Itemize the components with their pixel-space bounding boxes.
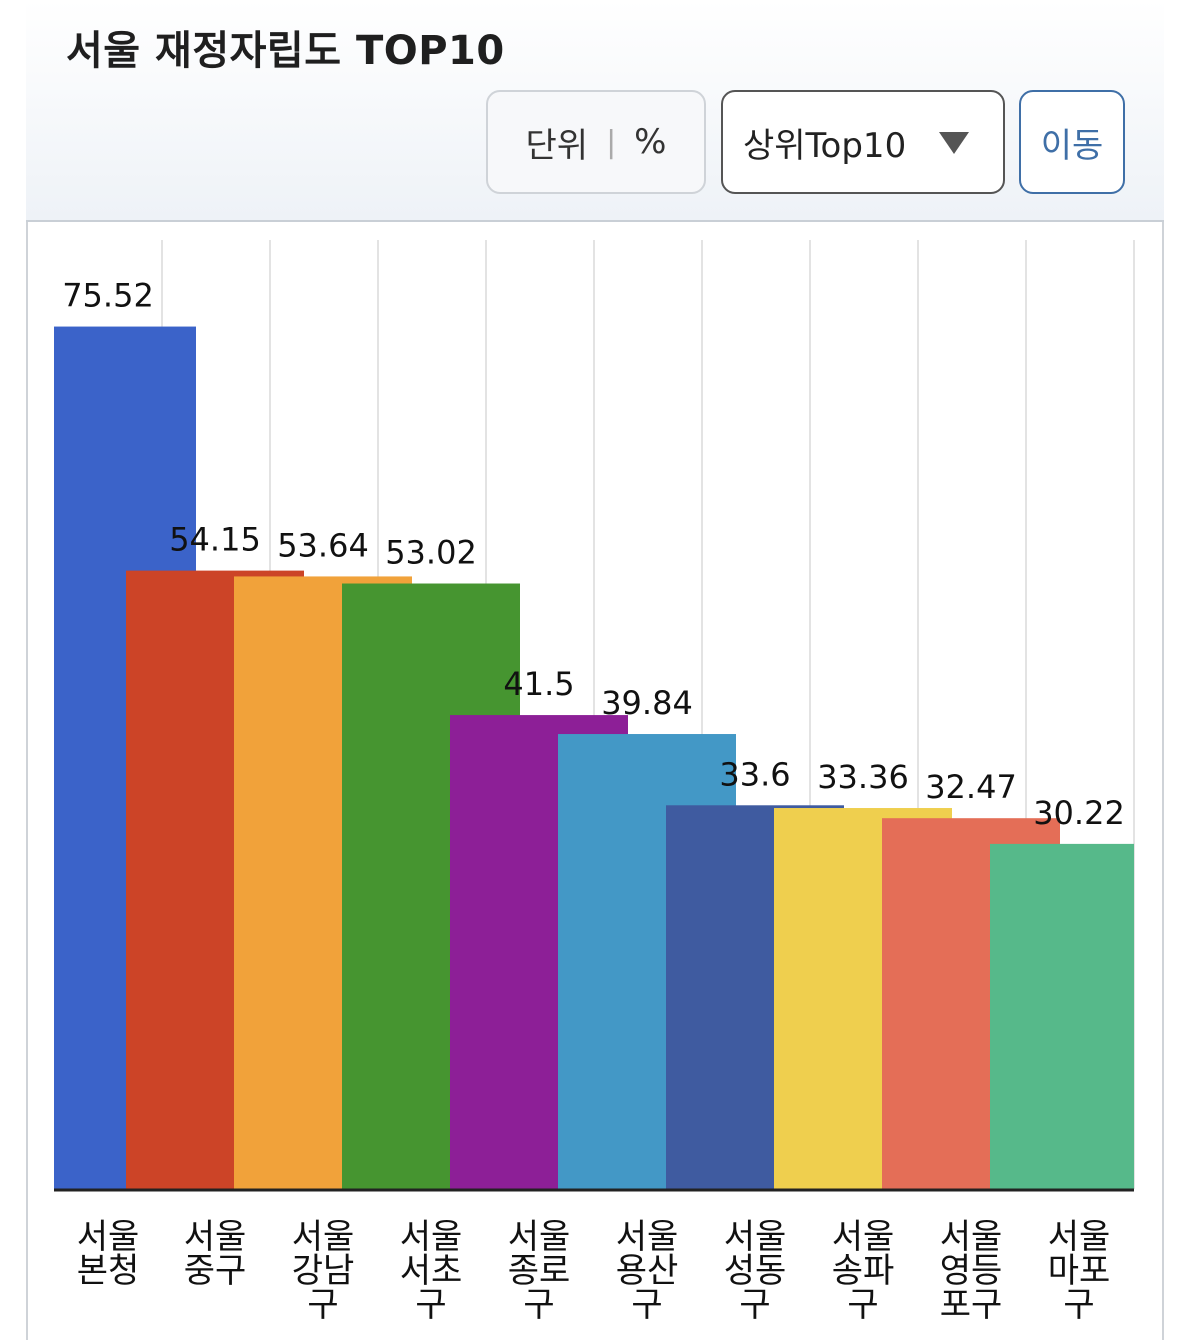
data-label: 33.36 [817,758,909,796]
unit-indicator: 단위 | % [486,90,706,194]
ranking-select[interactable]: 상위Top10 [721,90,1005,194]
category-label: 구 [307,1285,338,1325]
category-label: 서초 [400,1251,463,1291]
page-title: 서울 재정자립도 TOP10 [66,28,505,74]
ranking-select-value: 상위Top10 [743,125,907,166]
data-label: 30.22 [1033,794,1125,832]
category-label: 중구 [184,1251,247,1291]
category-label: 서울 [77,1217,140,1257]
bar[interactable] [990,843,1134,1189]
category-label: 본청 [77,1251,140,1291]
category-label: 구 [1063,1285,1094,1325]
category-label: 구 [415,1285,446,1325]
category-label: 구 [631,1285,662,1325]
category-label: 서울 [292,1217,355,1257]
category-label: 서울 [508,1217,571,1257]
data-label: 39.84 [601,684,693,722]
category-label: 구 [739,1285,770,1325]
data-label: 41.5 [503,665,574,703]
category-label: 서울 [1048,1217,1111,1257]
category-label: 마포 [1048,1251,1111,1291]
data-label: 32.47 [925,768,1017,806]
unit-value: % [634,122,667,162]
data-label: 75.52 [62,277,154,315]
chevron-down-icon[interactable] [939,132,969,154]
category-label: 서울 [184,1217,247,1257]
category-label: 강남 [292,1251,355,1291]
data-label: 54.15 [169,521,261,559]
category-label: 송파 [832,1251,895,1291]
category-label: 종로 [508,1251,571,1291]
category-label: 영등 [940,1251,1003,1291]
data-label: 33.6 [719,755,790,793]
category-label: 구 [847,1285,878,1325]
category-label: 서울 [832,1217,895,1257]
category-label: 서울 [616,1217,679,1257]
unit-divider: | [606,124,617,160]
chart-panel [26,0,1164,1340]
category-label: 포구 [940,1285,1003,1325]
category-label: 성동 [724,1251,787,1291]
data-label: 53.02 [385,534,477,572]
category-label: 서울 [940,1217,1003,1257]
chart-header: 서울 재정자립도 TOP10 단위 | % 상위Top10 이동 [26,0,1164,222]
category-label: 용산 [616,1251,679,1291]
category-label: 구 [523,1285,554,1325]
move-button[interactable]: 이동 [1019,90,1125,194]
unit-label: 단위 [525,125,589,166]
category-label: 서울 [724,1217,787,1257]
category-label: 서울 [400,1217,463,1257]
data-label: 53.64 [277,526,369,564]
